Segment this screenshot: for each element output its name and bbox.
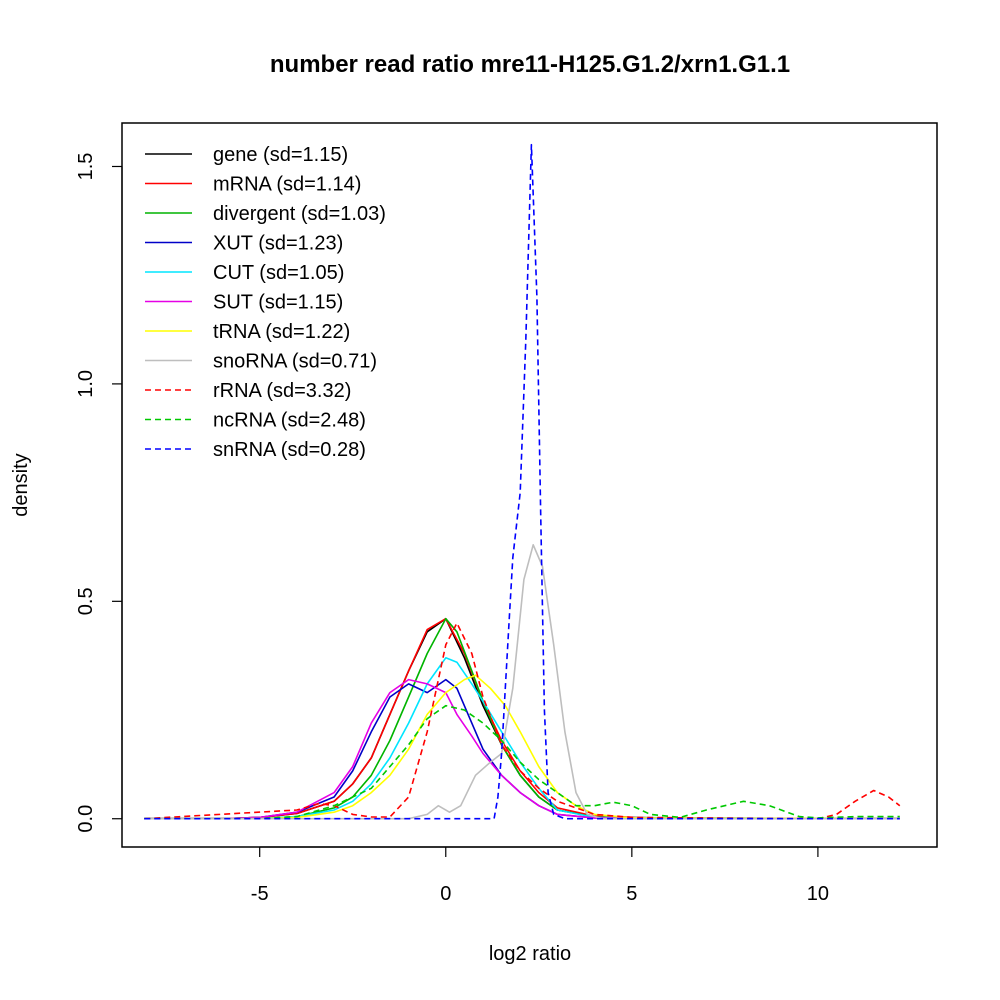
- x-tick-label: -5: [251, 883, 269, 905]
- series-line-5: [144, 678, 900, 820]
- legend-label-6: tRNA (sd=1.22): [213, 321, 350, 343]
- series-line-10: [144, 143, 900, 820]
- chart-title: number read ratio mre11-H125.G1.2/xrn1.G…: [270, 51, 790, 78]
- legend-label-2: divergent (sd=1.03): [213, 203, 386, 225]
- y-tick-label: 1.0: [75, 370, 97, 398]
- x-tick-label: 0: [440, 883, 451, 905]
- series-line-0: [144, 617, 900, 820]
- legend-label-0: gene (sd=1.15): [213, 144, 348, 166]
- series-line-2: [144, 617, 900, 820]
- series-line-9: [144, 704, 900, 820]
- y-tick-label: 0.5: [75, 587, 97, 615]
- series-line-1: [144, 617, 900, 820]
- x-axis-label: log2 ratio: [489, 943, 571, 965]
- series-line-8: [144, 622, 901, 820]
- y-axis-label: density: [10, 453, 32, 516]
- legend-label-9: ncRNA (sd=2.48): [213, 410, 366, 432]
- legend-label-5: SUT (sd=1.15): [213, 292, 343, 314]
- legend-label-3: XUT (sd=1.23): [213, 233, 343, 255]
- y-tick-label: 1.5: [75, 153, 97, 181]
- series-line-6: [144, 674, 900, 820]
- legend-label-4: CUT (sd=1.05): [213, 262, 344, 284]
- legend-label-1: mRNA (sd=1.14): [213, 174, 361, 196]
- y-tick-label: 0.0: [75, 805, 97, 833]
- series-line-3: [144, 678, 900, 820]
- legend-label-10: snRNA (sd=0.28): [213, 439, 366, 461]
- x-tick-label: 10: [807, 883, 829, 905]
- legend-label-8: rRNA (sd=3.32): [213, 380, 351, 402]
- y-axis: 0.0 0.5 1.0 1.5: [75, 153, 123, 833]
- x-tick-label: 5: [626, 883, 637, 905]
- legend: gene (sd=1.15) mRNA (sd=1.14) divergent (s…: [145, 144, 386, 461]
- legend-label-7: snoRNA (sd=0.71): [213, 351, 377, 373]
- x-axis: -5 0 5 10: [251, 846, 829, 905]
- curves-group: [144, 143, 901, 820]
- series-line-7: [144, 544, 900, 820]
